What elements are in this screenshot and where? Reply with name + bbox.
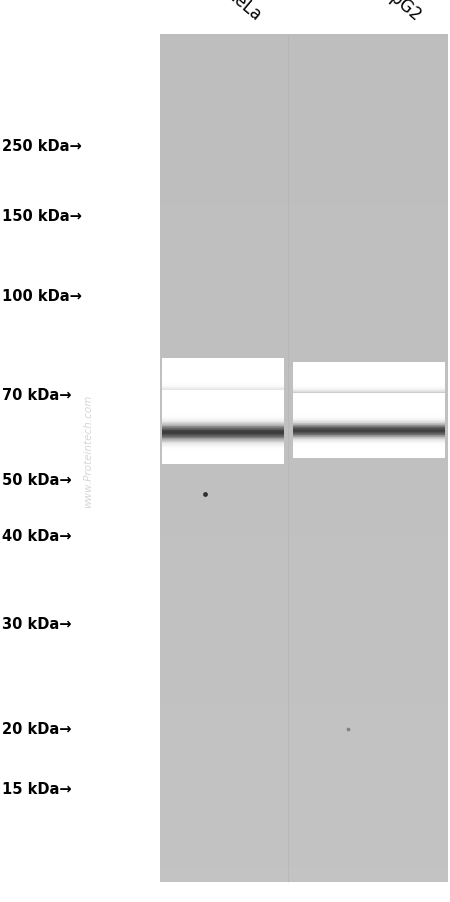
Text: HeLa: HeLa	[220, 0, 264, 25]
Text: 40 kDa→: 40 kDa→	[2, 529, 72, 543]
Text: www.Proteintech.com: www.Proteintech.com	[83, 394, 93, 508]
Text: 50 kDa→: 50 kDa→	[2, 473, 72, 487]
Text: 30 kDa→: 30 kDa→	[2, 617, 72, 631]
Text: 100 kDa→: 100 kDa→	[2, 289, 82, 303]
Text: 20 kDa→: 20 kDa→	[2, 722, 72, 736]
Text: 15 kDa→: 15 kDa→	[2, 781, 72, 796]
Text: 250 kDa→: 250 kDa→	[2, 139, 82, 153]
Text: HepG2: HepG2	[369, 0, 424, 25]
Text: 150 kDa→: 150 kDa→	[2, 209, 82, 224]
Text: 70 kDa→: 70 kDa→	[2, 388, 72, 402]
